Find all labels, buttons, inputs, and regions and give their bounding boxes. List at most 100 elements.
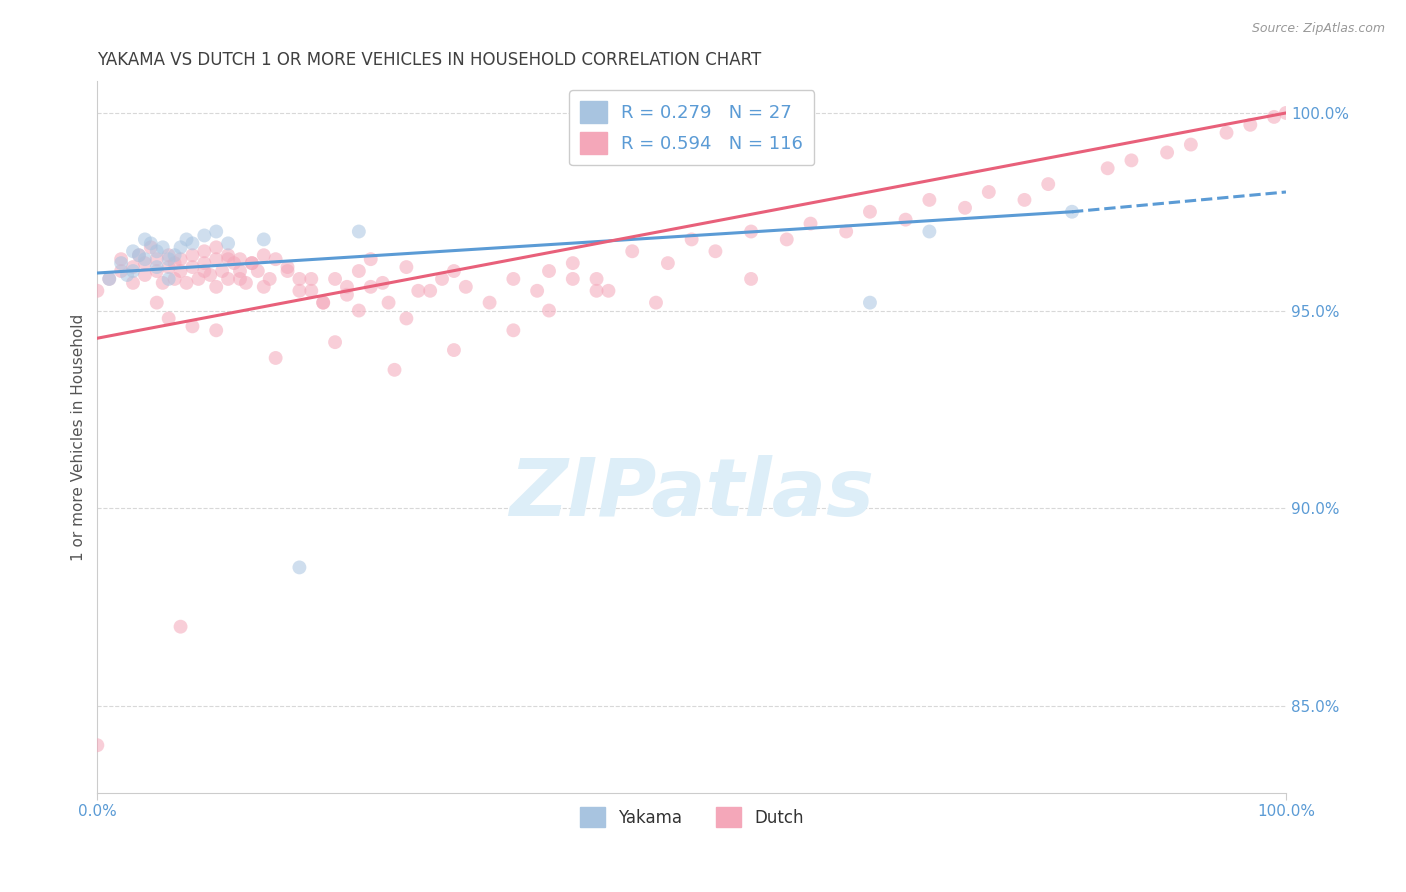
Point [134,268,156,282]
Point [859,295,882,310]
Point [146,295,169,310]
Point [645,295,668,310]
Point [163,256,186,270]
Point [277,264,299,278]
Point [86,738,108,752]
Point [110,264,132,278]
Point [157,311,180,326]
Point [585,272,607,286]
Point [454,280,477,294]
Point [1121,153,1143,168]
Point [953,201,976,215]
Point [86,284,108,298]
Point [253,248,276,262]
Point [222,256,245,270]
Point [110,256,132,270]
Point [740,225,762,239]
Point [561,256,583,270]
Point [146,260,169,274]
Point [152,240,174,254]
Point [122,260,145,274]
Point [253,280,276,294]
Point [657,256,679,270]
Point [176,232,198,246]
Point [1180,137,1202,152]
Point [1038,177,1060,191]
Point [169,620,191,634]
Point [377,295,399,310]
Point [205,280,228,294]
Point [217,236,239,251]
Point [134,232,156,246]
Point [537,303,560,318]
Point [122,264,145,278]
Point [299,284,322,298]
Point [146,252,169,267]
Point [157,248,180,262]
Point [323,272,346,286]
Text: YAKAMA VS DUTCH 1 OR MORE VEHICLES IN HOUSEHOLD CORRELATION CHART: YAKAMA VS DUTCH 1 OR MORE VEHICLES IN HO… [97,51,762,69]
Point [835,225,858,239]
Point [288,560,311,574]
Y-axis label: 1 or more Vehicles in Household: 1 or more Vehicles in Household [72,313,86,561]
Legend: Yakama, Dutch: Yakama, Dutch [574,800,810,834]
Point [288,284,311,298]
Point [1097,161,1119,176]
Point [240,256,263,270]
Text: Source: ZipAtlas.com: Source: ZipAtlas.com [1251,22,1385,36]
Point [288,272,311,286]
Point [1215,126,1237,140]
Point [406,284,429,298]
Point [181,260,204,274]
Point [395,311,418,326]
Point [229,272,252,286]
Point [134,256,156,270]
Point [977,185,1000,199]
Point [277,260,299,274]
Point [181,236,204,251]
Point [502,272,524,286]
Point [235,276,257,290]
Point [918,193,941,207]
Point [163,248,186,262]
Point [918,225,941,239]
Point [193,264,215,278]
Point [799,217,821,231]
Point [110,252,132,267]
Point [211,264,233,278]
Point [384,363,406,377]
Point [122,276,145,290]
Point [146,264,169,278]
Point [478,295,501,310]
Point [1014,193,1036,207]
Point [181,248,204,262]
Point [859,204,882,219]
Point [169,264,191,278]
Point [1156,145,1178,160]
Point [704,244,727,259]
Point [502,323,524,337]
Point [98,272,121,286]
Point [193,244,215,259]
Point [187,272,209,286]
Point [537,264,560,278]
Point [193,256,215,270]
Point [205,252,228,267]
Point [115,268,138,282]
Point [776,232,799,246]
Point [360,252,382,267]
Point [217,272,239,286]
Point [1263,110,1285,124]
Point [240,256,263,270]
Point [598,284,620,298]
Point [163,272,186,286]
Point [122,244,145,259]
Text: ZIPatlas: ZIPatlas [509,455,875,533]
Point [323,335,346,350]
Point [1275,106,1298,120]
Point [1060,204,1083,219]
Point [205,225,228,239]
Point [157,260,180,274]
Point [98,272,121,286]
Point [443,264,465,278]
